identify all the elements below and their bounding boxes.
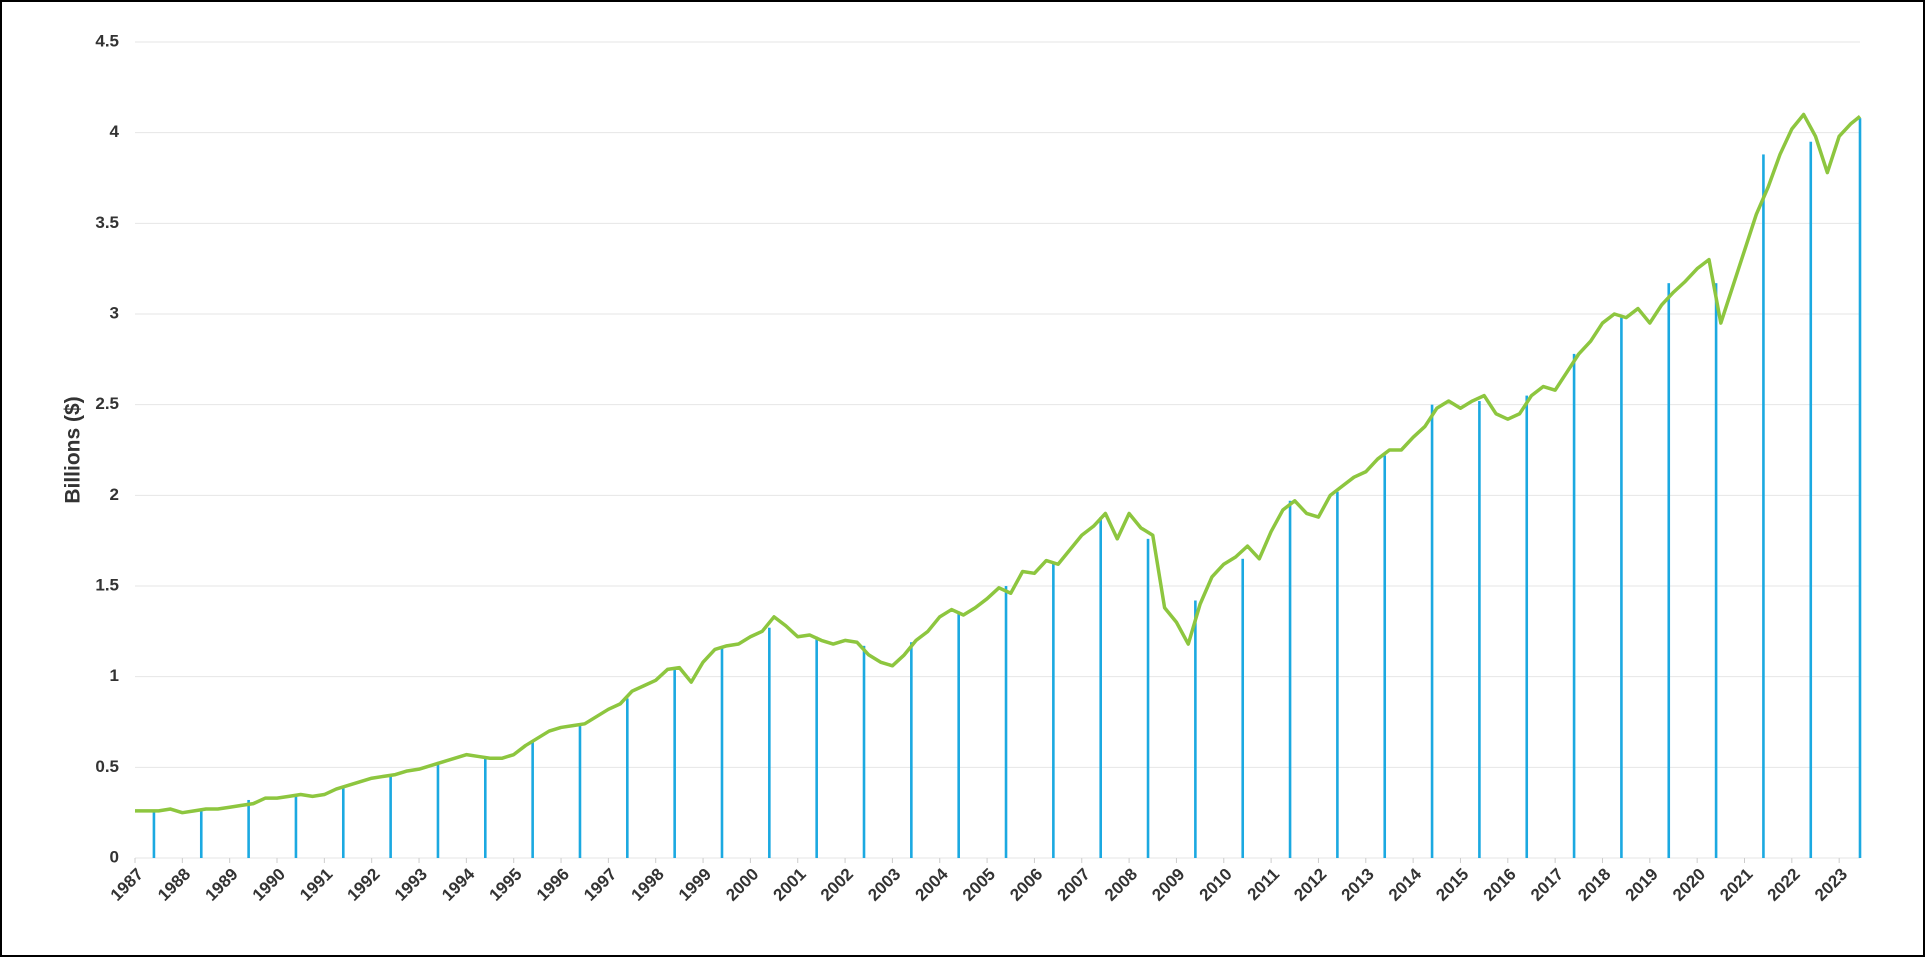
bar <box>957 611 960 858</box>
bar <box>1288 500 1292 858</box>
y-tick-label: 4.5 <box>95 31 119 50</box>
bar <box>294 794 298 858</box>
bar <box>720 647 724 858</box>
bar <box>389 774 392 858</box>
bar <box>199 809 203 858</box>
bar <box>1146 538 1150 858</box>
y-tick-label: 0.5 <box>95 757 119 776</box>
y-tick-label: 2.5 <box>95 394 119 413</box>
bar <box>484 758 487 858</box>
bar <box>626 698 629 858</box>
bar <box>1430 404 1434 858</box>
bar <box>247 799 250 858</box>
bar <box>1241 558 1245 858</box>
y-tick-label: 1 <box>110 666 119 685</box>
bar <box>1194 600 1197 858</box>
bar <box>1762 154 1765 859</box>
bar <box>341 787 345 858</box>
bar <box>1052 562 1055 858</box>
bar <box>1525 395 1529 858</box>
bar <box>1858 118 1862 858</box>
bar <box>578 725 582 858</box>
y-tick-label: 2 <box>110 485 119 504</box>
bar <box>1383 455 1387 858</box>
bar <box>1478 401 1481 858</box>
bar <box>910 642 913 858</box>
bar <box>436 761 440 858</box>
bar <box>815 636 818 858</box>
bar <box>152 810 156 858</box>
y-tick-label: 0 <box>110 847 119 866</box>
y-tick-label: 3 <box>110 303 119 322</box>
bar <box>768 627 771 858</box>
bar <box>862 645 866 858</box>
bar <box>1336 491 1339 858</box>
y-tick-label: 1.5 <box>95 575 119 594</box>
bar <box>673 669 676 858</box>
bar <box>1667 283 1671 858</box>
bar <box>1620 317 1623 858</box>
bar <box>1809 141 1813 858</box>
line <box>135 112 1862 815</box>
bar <box>1004 586 1008 858</box>
bar <box>1572 353 1576 858</box>
y-tick-label: 4 <box>110 122 120 141</box>
bar <box>1099 517 1102 858</box>
bar <box>1714 283 1718 858</box>
y-axis-title: Billions ($) <box>62 396 85 503</box>
bar <box>531 741 534 858</box>
y-tick-label: 3.5 <box>95 213 119 232</box>
